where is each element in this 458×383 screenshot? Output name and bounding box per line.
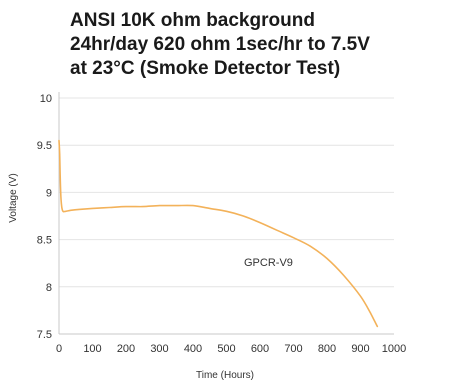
data-point xyxy=(60,192,61,193)
data-point xyxy=(243,215,244,216)
data-point xyxy=(326,258,327,259)
data-point xyxy=(276,230,277,231)
y-tick-label: 9 xyxy=(46,187,52,199)
data-point xyxy=(159,205,160,206)
x-tick-label: 300 xyxy=(150,343,168,355)
data-point xyxy=(343,275,344,276)
x-axis-label: Time (Hours) xyxy=(196,370,254,381)
y-tick-labels: 10 9.5 9 8.5 8 7.5 xyxy=(37,93,52,341)
data-point xyxy=(59,154,60,155)
data-point xyxy=(370,313,371,314)
chart-title-line-2: 24hr/day 620 ohm 1sec/hr to 7.5V xyxy=(70,34,370,55)
y-tick-label: 10 xyxy=(40,93,52,105)
data-point xyxy=(310,246,311,247)
chart-title-line-1: ANSI 10K ohm background xyxy=(70,10,315,31)
x-tick-label: 1000 xyxy=(382,343,406,355)
data-point xyxy=(92,208,93,209)
data-point xyxy=(79,209,80,210)
x-tick-label: 700 xyxy=(284,343,302,355)
data-point xyxy=(293,237,294,238)
data-point xyxy=(192,205,193,206)
axes xyxy=(58,92,394,335)
data-point xyxy=(176,205,177,206)
data-point xyxy=(360,296,361,297)
x-tick-label: 800 xyxy=(318,343,336,355)
x-tick-label: 900 xyxy=(351,343,369,355)
data-point xyxy=(65,211,66,212)
data-point xyxy=(58,140,59,141)
data-point xyxy=(62,211,63,212)
chart-title-line-3: at 23°C (Smoke Detector Test) xyxy=(70,58,340,79)
x-tick-labels: 0 100 200 300 400 500 600 700 800 900 1000 xyxy=(56,343,406,355)
x-tick-label: 200 xyxy=(117,343,135,355)
plot-series xyxy=(58,139,379,328)
grid xyxy=(59,97,394,288)
data-point xyxy=(377,326,378,327)
series-label-gpcr-v9: GPCR-V9 xyxy=(244,257,293,269)
x-tick-label: 600 xyxy=(251,343,269,355)
y-tick-label: 7.5 xyxy=(37,329,52,341)
data-point xyxy=(226,211,227,212)
x-tick-label: 400 xyxy=(184,343,202,355)
chart-title: ANSI 10K ohm background 24hr/day 620 ohm… xyxy=(70,10,370,79)
x-tick-label: 100 xyxy=(83,343,101,355)
y-tick-label: 9.5 xyxy=(37,140,52,152)
y-axis-label: Voltage (V) xyxy=(8,173,19,222)
data-point xyxy=(125,206,126,207)
x-tick-label: 500 xyxy=(217,343,235,355)
data-point xyxy=(209,208,210,209)
data-point xyxy=(70,210,71,211)
x-tick-label: 0 xyxy=(56,343,62,355)
data-point xyxy=(61,206,62,207)
data-point xyxy=(142,206,143,207)
y-tick-label: 8.5 xyxy=(37,235,52,247)
data-point xyxy=(259,222,260,223)
y-tick-label: 8 xyxy=(46,282,52,294)
series-line-gpcr-v9 xyxy=(58,139,379,328)
data-point xyxy=(109,207,110,208)
